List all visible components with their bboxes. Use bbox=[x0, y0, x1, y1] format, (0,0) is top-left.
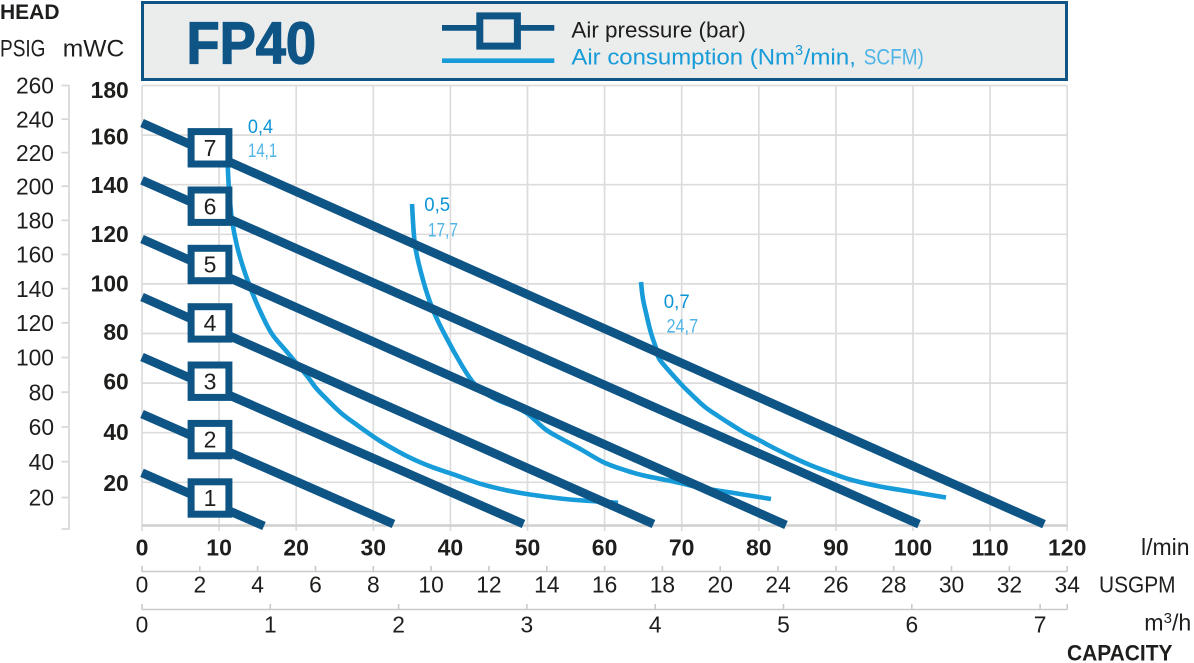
svg-text:10: 10 bbox=[206, 534, 232, 560]
svg-text:80: 80 bbox=[29, 379, 54, 405]
svg-text:26: 26 bbox=[823, 571, 848, 597]
svg-text:90: 90 bbox=[823, 534, 849, 560]
svg-text:16: 16 bbox=[592, 571, 617, 597]
svg-text:140: 140 bbox=[16, 276, 54, 302]
svg-text:200: 200 bbox=[16, 173, 54, 199]
svg-text:6: 6 bbox=[204, 193, 217, 219]
svg-text:0,5: 0,5 bbox=[424, 195, 450, 216]
svg-text:Air consumption (Nm: Air consumption (Nm bbox=[571, 45, 795, 70]
svg-text:0: 0 bbox=[136, 534, 149, 560]
svg-text:40: 40 bbox=[103, 419, 128, 445]
svg-text:24: 24 bbox=[765, 571, 791, 597]
svg-text:34: 34 bbox=[1055, 571, 1081, 597]
svg-text:PSIG: PSIG bbox=[0, 36, 46, 63]
svg-text:4: 4 bbox=[251, 571, 264, 597]
svg-text:80: 80 bbox=[103, 319, 128, 345]
svg-text:60: 60 bbox=[592, 534, 618, 560]
svg-text:0: 0 bbox=[136, 611, 149, 637]
svg-text:20: 20 bbox=[708, 571, 733, 597]
svg-text:6: 6 bbox=[309, 571, 322, 597]
svg-text:3: 3 bbox=[521, 611, 534, 637]
svg-text:17,7: 17,7 bbox=[428, 221, 458, 242]
svg-text:0: 0 bbox=[136, 571, 149, 597]
svg-text:160: 160 bbox=[91, 124, 129, 150]
svg-text:100: 100 bbox=[894, 534, 932, 560]
svg-text:20: 20 bbox=[103, 470, 128, 496]
svg-text:l/min: l/min bbox=[1141, 534, 1190, 560]
svg-text:40: 40 bbox=[438, 534, 464, 560]
svg-text:12: 12 bbox=[476, 571, 501, 597]
svg-text:40: 40 bbox=[29, 449, 54, 475]
svg-text:8: 8 bbox=[367, 571, 380, 597]
svg-text:5: 5 bbox=[777, 611, 790, 637]
svg-text:0,4: 0,4 bbox=[248, 117, 274, 138]
svg-text:160: 160 bbox=[16, 242, 54, 268]
svg-text:120: 120 bbox=[16, 310, 54, 336]
svg-text:5: 5 bbox=[204, 252, 217, 278]
svg-text:220: 220 bbox=[16, 140, 54, 166]
svg-text:80: 80 bbox=[746, 534, 772, 560]
svg-text:18: 18 bbox=[650, 571, 675, 597]
svg-text:FP40: FP40 bbox=[187, 10, 317, 76]
svg-text:1: 1 bbox=[264, 611, 277, 637]
svg-text:SCFM): SCFM) bbox=[864, 45, 924, 70]
svg-text:60: 60 bbox=[29, 414, 54, 440]
svg-text:6: 6 bbox=[905, 611, 918, 637]
svg-text:4: 4 bbox=[204, 310, 217, 336]
svg-text:32: 32 bbox=[997, 571, 1022, 597]
svg-text:USGPM: USGPM bbox=[1099, 571, 1176, 597]
svg-text:30: 30 bbox=[939, 571, 964, 597]
svg-text:100: 100 bbox=[91, 270, 129, 296]
svg-text:260: 260 bbox=[16, 73, 54, 99]
svg-text:180: 180 bbox=[91, 77, 129, 103]
svg-text:7: 7 bbox=[204, 135, 217, 161]
svg-text:7: 7 bbox=[1034, 611, 1047, 637]
svg-text:3: 3 bbox=[204, 368, 217, 394]
svg-text:20: 20 bbox=[29, 485, 54, 511]
svg-text:110: 110 bbox=[972, 534, 1009, 560]
svg-text:70: 70 bbox=[669, 534, 695, 560]
svg-text:Air pressure (bar): Air pressure (bar) bbox=[571, 18, 746, 43]
svg-text:HEAD: HEAD bbox=[0, 1, 60, 24]
svg-text:14,1: 14,1 bbox=[248, 141, 277, 162]
svg-text:1: 1 bbox=[204, 485, 217, 511]
svg-text:10: 10 bbox=[418, 571, 443, 597]
svg-text:2: 2 bbox=[392, 611, 405, 637]
svg-text:/min,: /min, bbox=[804, 45, 857, 70]
svg-text:100: 100 bbox=[16, 345, 54, 371]
svg-text:20: 20 bbox=[283, 534, 309, 560]
svg-text:240: 240 bbox=[16, 106, 54, 132]
svg-text:2: 2 bbox=[193, 571, 206, 597]
svg-text:50: 50 bbox=[515, 534, 541, 560]
svg-text:30: 30 bbox=[361, 534, 387, 560]
svg-text:180: 180 bbox=[16, 208, 54, 234]
svg-text:120: 120 bbox=[91, 221, 129, 247]
svg-text:28: 28 bbox=[881, 571, 906, 597]
svg-text:120: 120 bbox=[1048, 534, 1086, 560]
svg-text:2: 2 bbox=[204, 427, 217, 453]
svg-text:24,7: 24,7 bbox=[667, 317, 699, 338]
svg-text:mWC: mWC bbox=[63, 36, 125, 63]
svg-text:14: 14 bbox=[534, 571, 560, 597]
svg-text:CAPACITY: CAPACITY bbox=[1067, 641, 1173, 663]
svg-text:0,7: 0,7 bbox=[664, 292, 690, 313]
svg-text:4: 4 bbox=[649, 611, 662, 637]
svg-text:140: 140 bbox=[91, 172, 129, 198]
svg-text:60: 60 bbox=[103, 369, 128, 395]
svg-text:3: 3 bbox=[795, 43, 803, 59]
